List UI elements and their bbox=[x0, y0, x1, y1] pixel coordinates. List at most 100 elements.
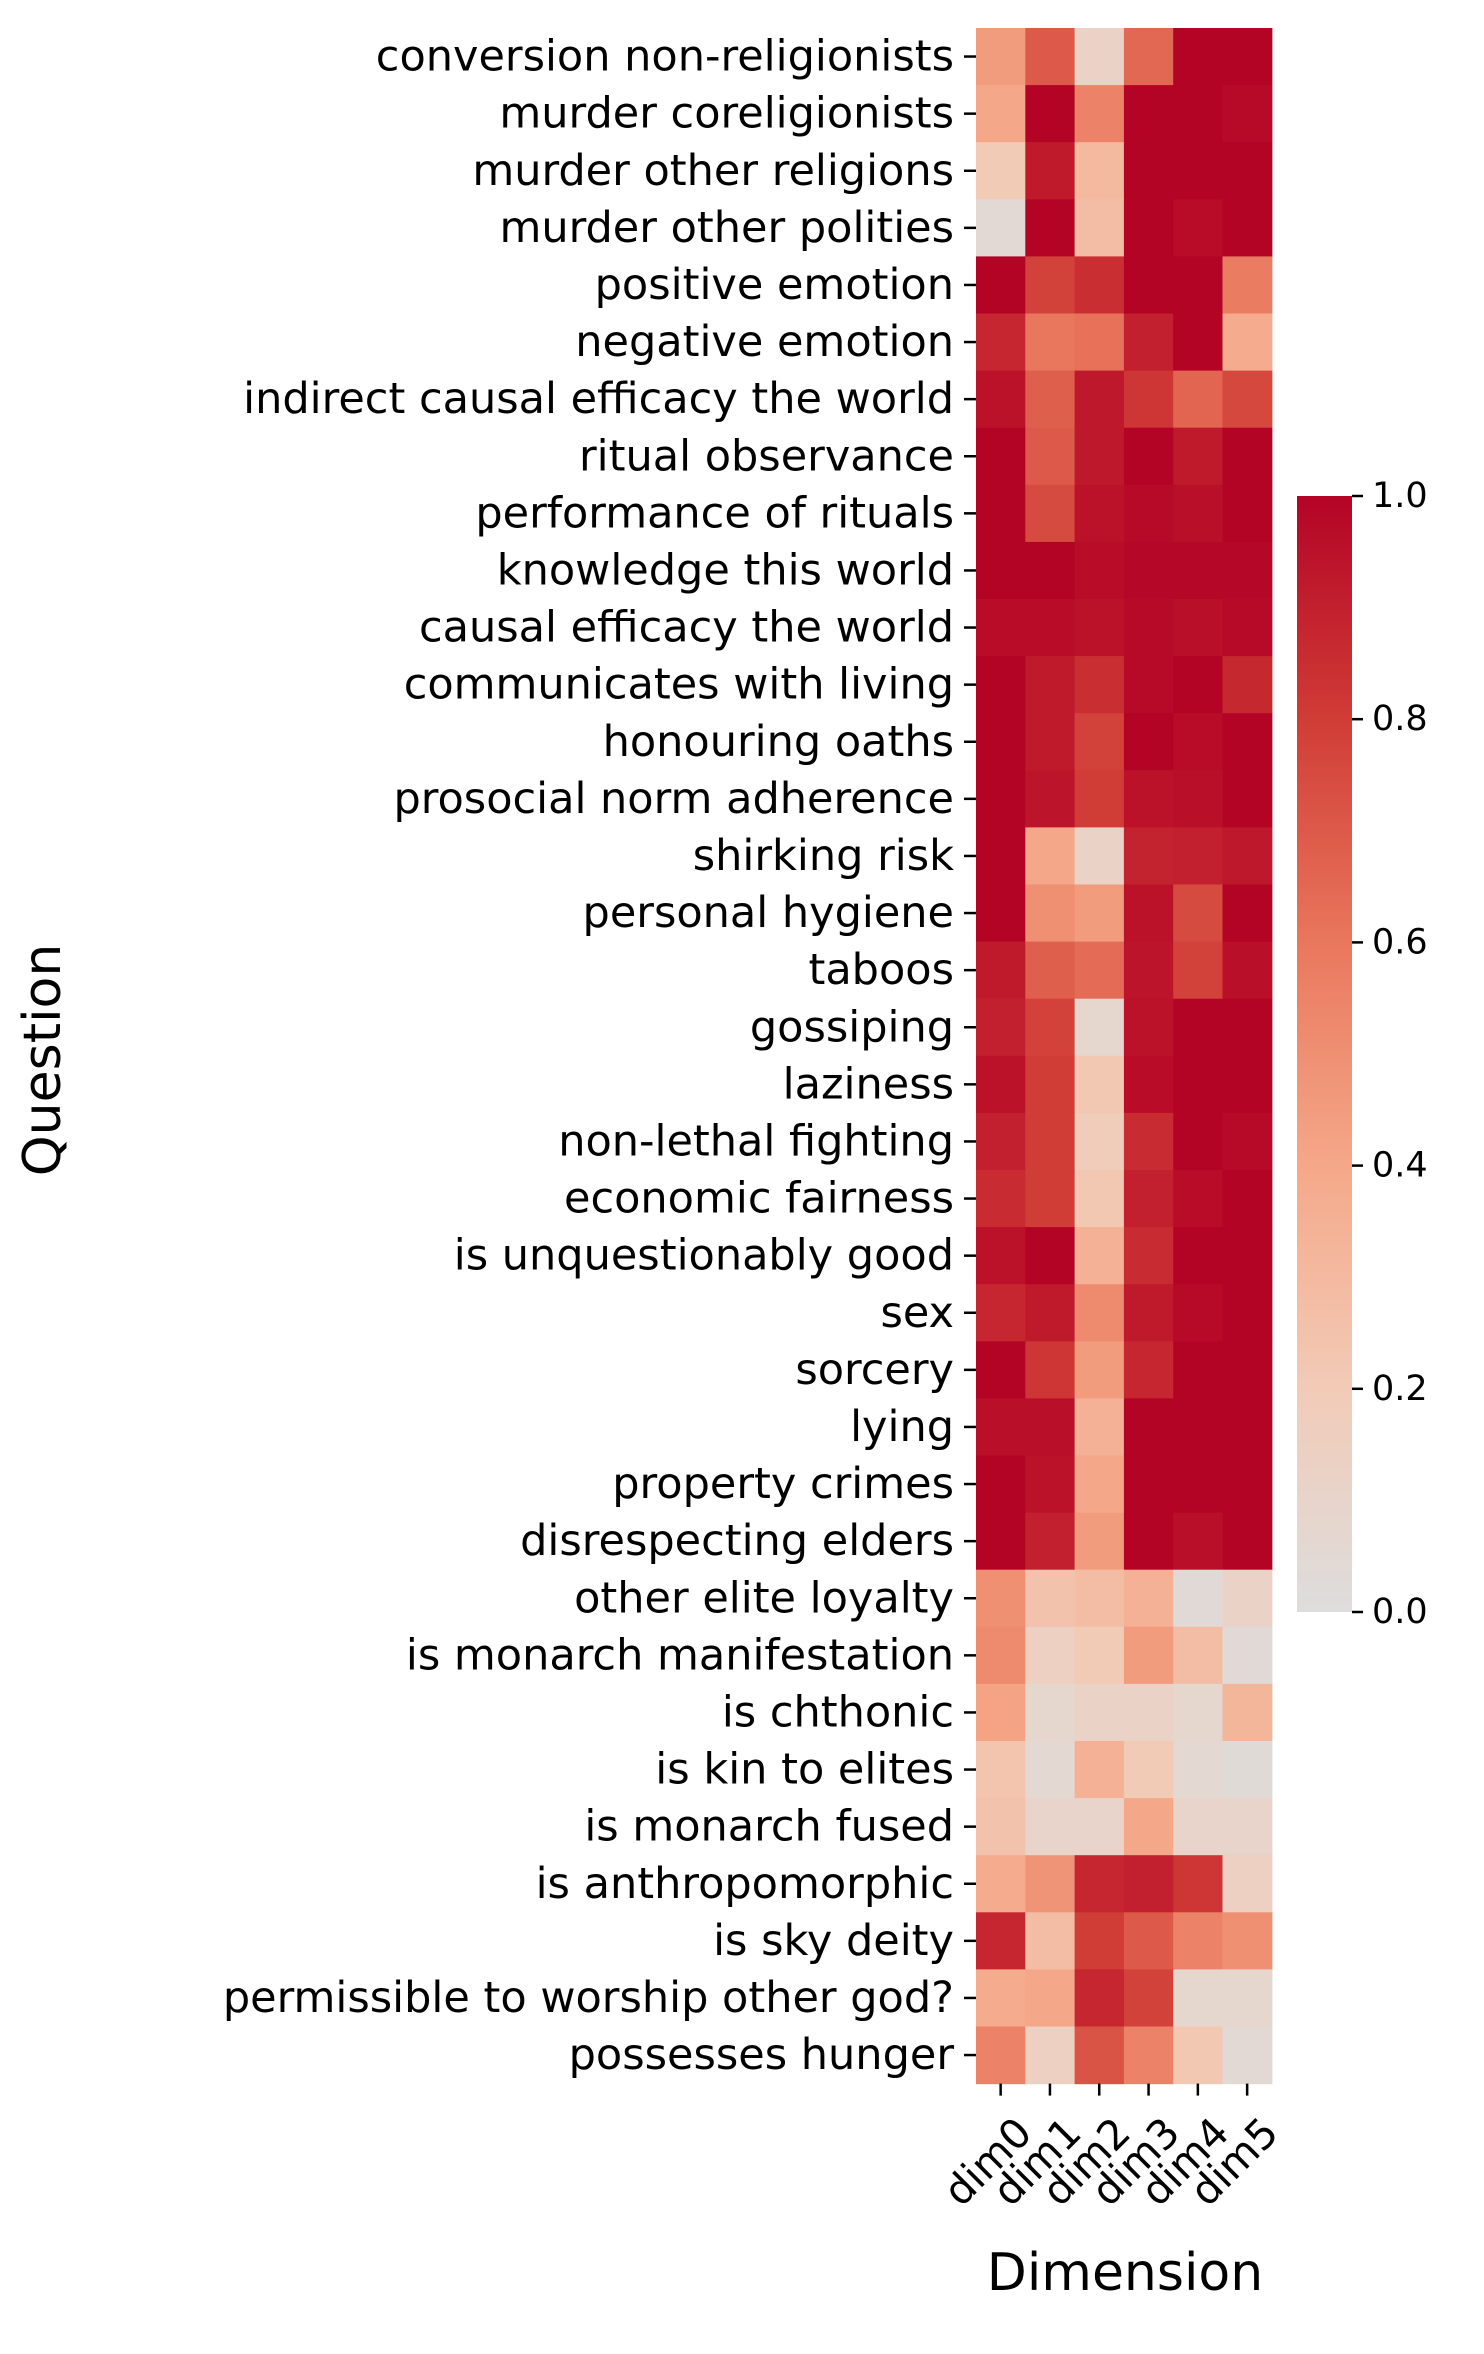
heatmap-cell bbox=[1123, 1398, 1174, 1457]
heatmap-cell bbox=[1074, 1341, 1125, 1399]
heatmap-cell bbox=[976, 770, 1026, 828]
y-tick-label: sorcery bbox=[795, 1345, 954, 1395]
heatmap-cell bbox=[1123, 1055, 1174, 1114]
y-tick-label: shirking risk bbox=[693, 831, 954, 881]
heatmap-cell bbox=[1025, 1055, 1076, 1114]
heatmap-cell bbox=[1025, 28, 1076, 86]
heatmap-cell bbox=[1025, 941, 1076, 1000]
heatmap-cell bbox=[1173, 1227, 1224, 1285]
heatmap-cell bbox=[1074, 142, 1125, 200]
colorbar-gradient bbox=[1297, 496, 1352, 1612]
heatmap-cell bbox=[1123, 1341, 1174, 1399]
heatmap-cell bbox=[1025, 1341, 1076, 1399]
heatmap-cell bbox=[1222, 1112, 1273, 1171]
heatmap-cell bbox=[976, 1855, 1026, 1913]
heatmap-cell bbox=[976, 1683, 1026, 1742]
heatmap-cells bbox=[976, 28, 1273, 2085]
y-tick-label: taboos bbox=[808, 945, 954, 995]
heatmap-cell bbox=[1173, 2026, 1224, 2085]
heatmap-cell bbox=[1222, 256, 1273, 315]
heatmap-cell bbox=[1025, 1398, 1076, 1457]
heatmap-cell bbox=[1222, 85, 1273, 143]
heatmap-cell bbox=[1074, 998, 1125, 1057]
heatmap-cell bbox=[1222, 313, 1273, 372]
heatmap-cell bbox=[1123, 484, 1174, 543]
heatmap-cell bbox=[1222, 770, 1273, 828]
heatmap-cell bbox=[1173, 1170, 1224, 1228]
heatmap-cell bbox=[976, 656, 1026, 714]
heatmap-cell bbox=[1025, 656, 1076, 714]
heatmap-cell bbox=[976, 884, 1026, 943]
heatmap-cell bbox=[1123, 1798, 1174, 1856]
heatmap-cell bbox=[976, 1626, 1026, 1685]
y-tick-label: economic fairness bbox=[564, 1174, 954, 1224]
heatmap-cell bbox=[976, 713, 1026, 771]
heatmap-cell bbox=[1025, 884, 1076, 943]
heatmap-cell bbox=[1074, 1741, 1125, 1799]
heatmap-cell bbox=[976, 998, 1026, 1057]
heatmap-cell bbox=[1123, 1284, 1174, 1342]
heatmap-cell bbox=[1074, 1969, 1125, 2028]
heatmap-cell bbox=[1074, 1569, 1125, 1628]
heatmap-cell bbox=[1025, 599, 1076, 657]
heatmap-cell bbox=[1123, 1741, 1174, 1799]
heatmap-cell bbox=[1074, 827, 1125, 886]
heatmap-cell bbox=[1222, 142, 1273, 200]
heatmap-cell bbox=[1173, 1683, 1224, 1742]
heatmap-cell bbox=[1173, 884, 1224, 943]
heatmap-cell bbox=[1074, 2026, 1125, 2085]
y-tick-label: is anthropomorphic bbox=[536, 1859, 954, 1909]
heatmap-cell bbox=[1123, 884, 1174, 943]
heatmap-cell bbox=[1123, 142, 1174, 200]
heatmap-cell bbox=[1025, 827, 1076, 886]
heatmap-cell bbox=[1123, 1969, 1174, 2028]
heatmap-cell bbox=[976, 541, 1026, 600]
heatmap-cell bbox=[1025, 1798, 1076, 1856]
heatmap-cell bbox=[1123, 998, 1174, 1057]
heatmap-cell bbox=[1222, 2026, 1273, 2085]
y-tick-label: disrespecting elders bbox=[520, 1516, 954, 1566]
heatmap-cell bbox=[1074, 28, 1125, 86]
heatmap-cell bbox=[1025, 541, 1076, 600]
heatmap-cell bbox=[1025, 1912, 1076, 1970]
y-tick-label: property crimes bbox=[612, 1459, 954, 1509]
y-tick-label: is monarch manifestation bbox=[406, 1630, 954, 1680]
y-tick-label: personal hygiene bbox=[583, 888, 954, 938]
heatmap-cell bbox=[1222, 1569, 1273, 1628]
heatmap-cell bbox=[1123, 256, 1174, 315]
heatmap-cell bbox=[1173, 85, 1224, 143]
heatmap-cell bbox=[1025, 713, 1076, 771]
heatmap-cell bbox=[1074, 85, 1125, 143]
heatmap-cell bbox=[1173, 1341, 1224, 1399]
heatmap-cell bbox=[1123, 1912, 1174, 1970]
heatmap-cell bbox=[1222, 1227, 1273, 1285]
heatmap-cell bbox=[1222, 1741, 1273, 1799]
heatmap-cell bbox=[1173, 713, 1224, 771]
heatmap-cell bbox=[1025, 1512, 1076, 1571]
heatmap-cell bbox=[1123, 827, 1174, 886]
heatmap-cell bbox=[976, 142, 1026, 200]
heatmap-cell bbox=[1074, 1398, 1125, 1457]
heatmap-cell bbox=[1074, 1284, 1125, 1342]
colorbar-tick-label: 0.4 bbox=[1372, 1146, 1428, 1186]
y-tick-label: conversion non-religionists bbox=[376, 32, 954, 82]
y-tick-label: negative emotion bbox=[575, 317, 954, 367]
heatmap-cell bbox=[1025, 2026, 1076, 2085]
heatmap-cell bbox=[976, 313, 1026, 372]
heatmap-cell bbox=[1123, 370, 1174, 429]
heatmap-cell bbox=[976, 28, 1026, 86]
heatmap-cell bbox=[1123, 941, 1174, 1000]
heatmap-cell bbox=[976, 1512, 1026, 1571]
y-tick-label: sex bbox=[880, 1288, 954, 1338]
heatmap-cell bbox=[1123, 713, 1174, 771]
heatmap-cell bbox=[1173, 998, 1224, 1057]
y-tick-label: murder other religions bbox=[472, 146, 954, 196]
y-tick-label: positive emotion bbox=[595, 260, 954, 310]
heatmap-cell bbox=[1173, 313, 1224, 372]
heatmap-cell bbox=[1222, 998, 1273, 1057]
heatmap-cell bbox=[976, 370, 1026, 429]
heatmap-cell bbox=[1173, 1912, 1224, 1970]
heatmap-cell bbox=[1222, 599, 1273, 657]
